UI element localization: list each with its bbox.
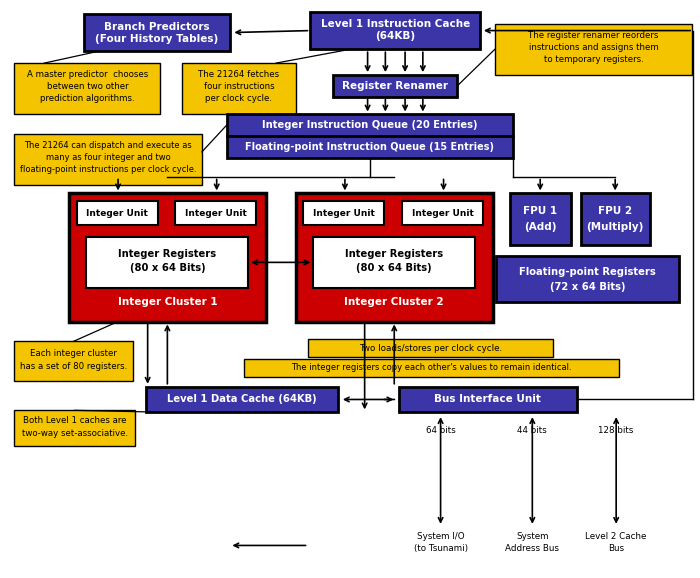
Bar bbox=[15, 134, 202, 186]
Text: (Multiply): (Multiply) bbox=[587, 222, 644, 232]
Text: (72 x 64 Bits): (72 x 64 Bits) bbox=[550, 282, 625, 292]
Bar bbox=[310, 12, 480, 49]
Text: Integer Unit: Integer Unit bbox=[185, 209, 246, 217]
Bar bbox=[244, 359, 619, 377]
Text: Level 1 Data Cache (64KB): Level 1 Data Cache (64KB) bbox=[167, 394, 316, 405]
Text: Bus: Bus bbox=[608, 544, 624, 553]
Bar bbox=[402, 201, 483, 225]
Text: Integer Registers: Integer Registers bbox=[345, 250, 443, 260]
Text: four instructions: four instructions bbox=[204, 82, 274, 91]
Text: Address Bus: Address Bus bbox=[505, 544, 559, 553]
Text: Branch Predictors: Branch Predictors bbox=[104, 21, 209, 32]
Text: The 21264 fetches: The 21264 fetches bbox=[198, 71, 279, 79]
Bar bbox=[314, 237, 475, 288]
Text: The register renamer reorders: The register renamer reorders bbox=[528, 31, 659, 40]
Text: 44 bits: 44 bits bbox=[517, 425, 547, 435]
Text: Level 1 Instruction Cache: Level 1 Instruction Cache bbox=[321, 18, 470, 29]
Text: Integer Unit: Integer Unit bbox=[412, 209, 473, 217]
Text: (80 x 64 Bits): (80 x 64 Bits) bbox=[130, 264, 205, 273]
Text: to temporary registers.: to temporary registers. bbox=[544, 55, 643, 64]
Bar bbox=[182, 63, 295, 114]
Bar bbox=[76, 201, 158, 225]
Text: The 21264 can dispatch and execute as: The 21264 can dispatch and execute as bbox=[25, 142, 192, 150]
Text: Each integer cluster: Each integer cluster bbox=[30, 349, 117, 358]
Bar bbox=[304, 201, 384, 225]
Text: Integer Cluster 1: Integer Cluster 1 bbox=[118, 297, 217, 307]
Text: FPU 2: FPU 2 bbox=[598, 206, 632, 216]
Bar bbox=[146, 387, 338, 412]
Text: (80 x 64 Bits): (80 x 64 Bits) bbox=[356, 264, 432, 273]
Text: floating-point instructions per clock cycle.: floating-point instructions per clock cy… bbox=[20, 165, 197, 174]
Text: (64KB): (64KB) bbox=[375, 31, 415, 42]
Text: System I/O: System I/O bbox=[416, 532, 464, 541]
Text: Bus Interface Unit: Bus Interface Unit bbox=[435, 394, 541, 405]
Bar bbox=[295, 193, 493, 321]
Bar bbox=[83, 14, 230, 51]
Text: Integer Instruction Queue (20 Entries): Integer Instruction Queue (20 Entries) bbox=[262, 120, 477, 130]
Bar bbox=[309, 339, 553, 357]
Text: Integer Unit: Integer Unit bbox=[313, 209, 375, 217]
Bar bbox=[15, 410, 135, 446]
Bar bbox=[581, 193, 650, 244]
Text: per clock cycle.: per clock cycle. bbox=[205, 94, 272, 103]
Text: instructions and assigns them: instructions and assigns them bbox=[528, 43, 659, 52]
Text: Integer Unit: Integer Unit bbox=[86, 209, 148, 217]
Text: many as four integer and two: many as four integer and two bbox=[46, 153, 171, 162]
Text: Integer Registers: Integer Registers bbox=[118, 250, 216, 260]
Bar bbox=[175, 201, 256, 225]
Text: Register Renamer: Register Renamer bbox=[342, 81, 448, 91]
Text: 64 bits: 64 bits bbox=[426, 425, 456, 435]
Text: two-way set-associative.: two-way set-associative. bbox=[22, 429, 127, 439]
Text: Level 2 Cache: Level 2 Cache bbox=[585, 532, 647, 541]
Bar bbox=[15, 341, 133, 381]
Bar bbox=[227, 114, 512, 136]
Bar bbox=[15, 63, 160, 114]
Text: FPU 1: FPU 1 bbox=[523, 206, 557, 216]
Text: A master predictor  chooses: A master predictor chooses bbox=[27, 71, 148, 79]
Text: (to Tsunami): (to Tsunami) bbox=[414, 544, 468, 553]
Text: (Four History Tables): (Four History Tables) bbox=[95, 35, 218, 45]
Bar bbox=[495, 24, 692, 75]
Text: (Add): (Add) bbox=[524, 222, 556, 232]
Text: between two other: between two other bbox=[47, 82, 128, 91]
Text: Floating-point Registers: Floating-point Registers bbox=[519, 267, 656, 277]
Bar bbox=[69, 193, 266, 321]
Text: System: System bbox=[516, 532, 549, 541]
Bar bbox=[227, 136, 512, 158]
Bar bbox=[496, 257, 679, 302]
Text: prediction algorithms.: prediction algorithms. bbox=[40, 94, 135, 103]
Text: Both Level 1 caches are: Both Level 1 caches are bbox=[23, 416, 127, 425]
Bar bbox=[399, 387, 577, 412]
Text: The integer registers copy each other's values to remain identical.: The integer registers copy each other's … bbox=[291, 364, 572, 372]
Text: Floating-point Instruction Queue (15 Entries): Floating-point Instruction Queue (15 Ent… bbox=[245, 142, 494, 152]
Bar bbox=[510, 193, 570, 244]
Bar bbox=[87, 237, 248, 288]
Text: Integer Cluster 2: Integer Cluster 2 bbox=[344, 297, 444, 307]
Text: Two loads/stores per clock cycle.: Two loads/stores per clock cycle. bbox=[359, 344, 503, 353]
Bar bbox=[333, 75, 457, 97]
Text: 128 bits: 128 bits bbox=[598, 425, 634, 435]
Text: has a set of 80 registers.: has a set of 80 registers. bbox=[20, 362, 127, 372]
